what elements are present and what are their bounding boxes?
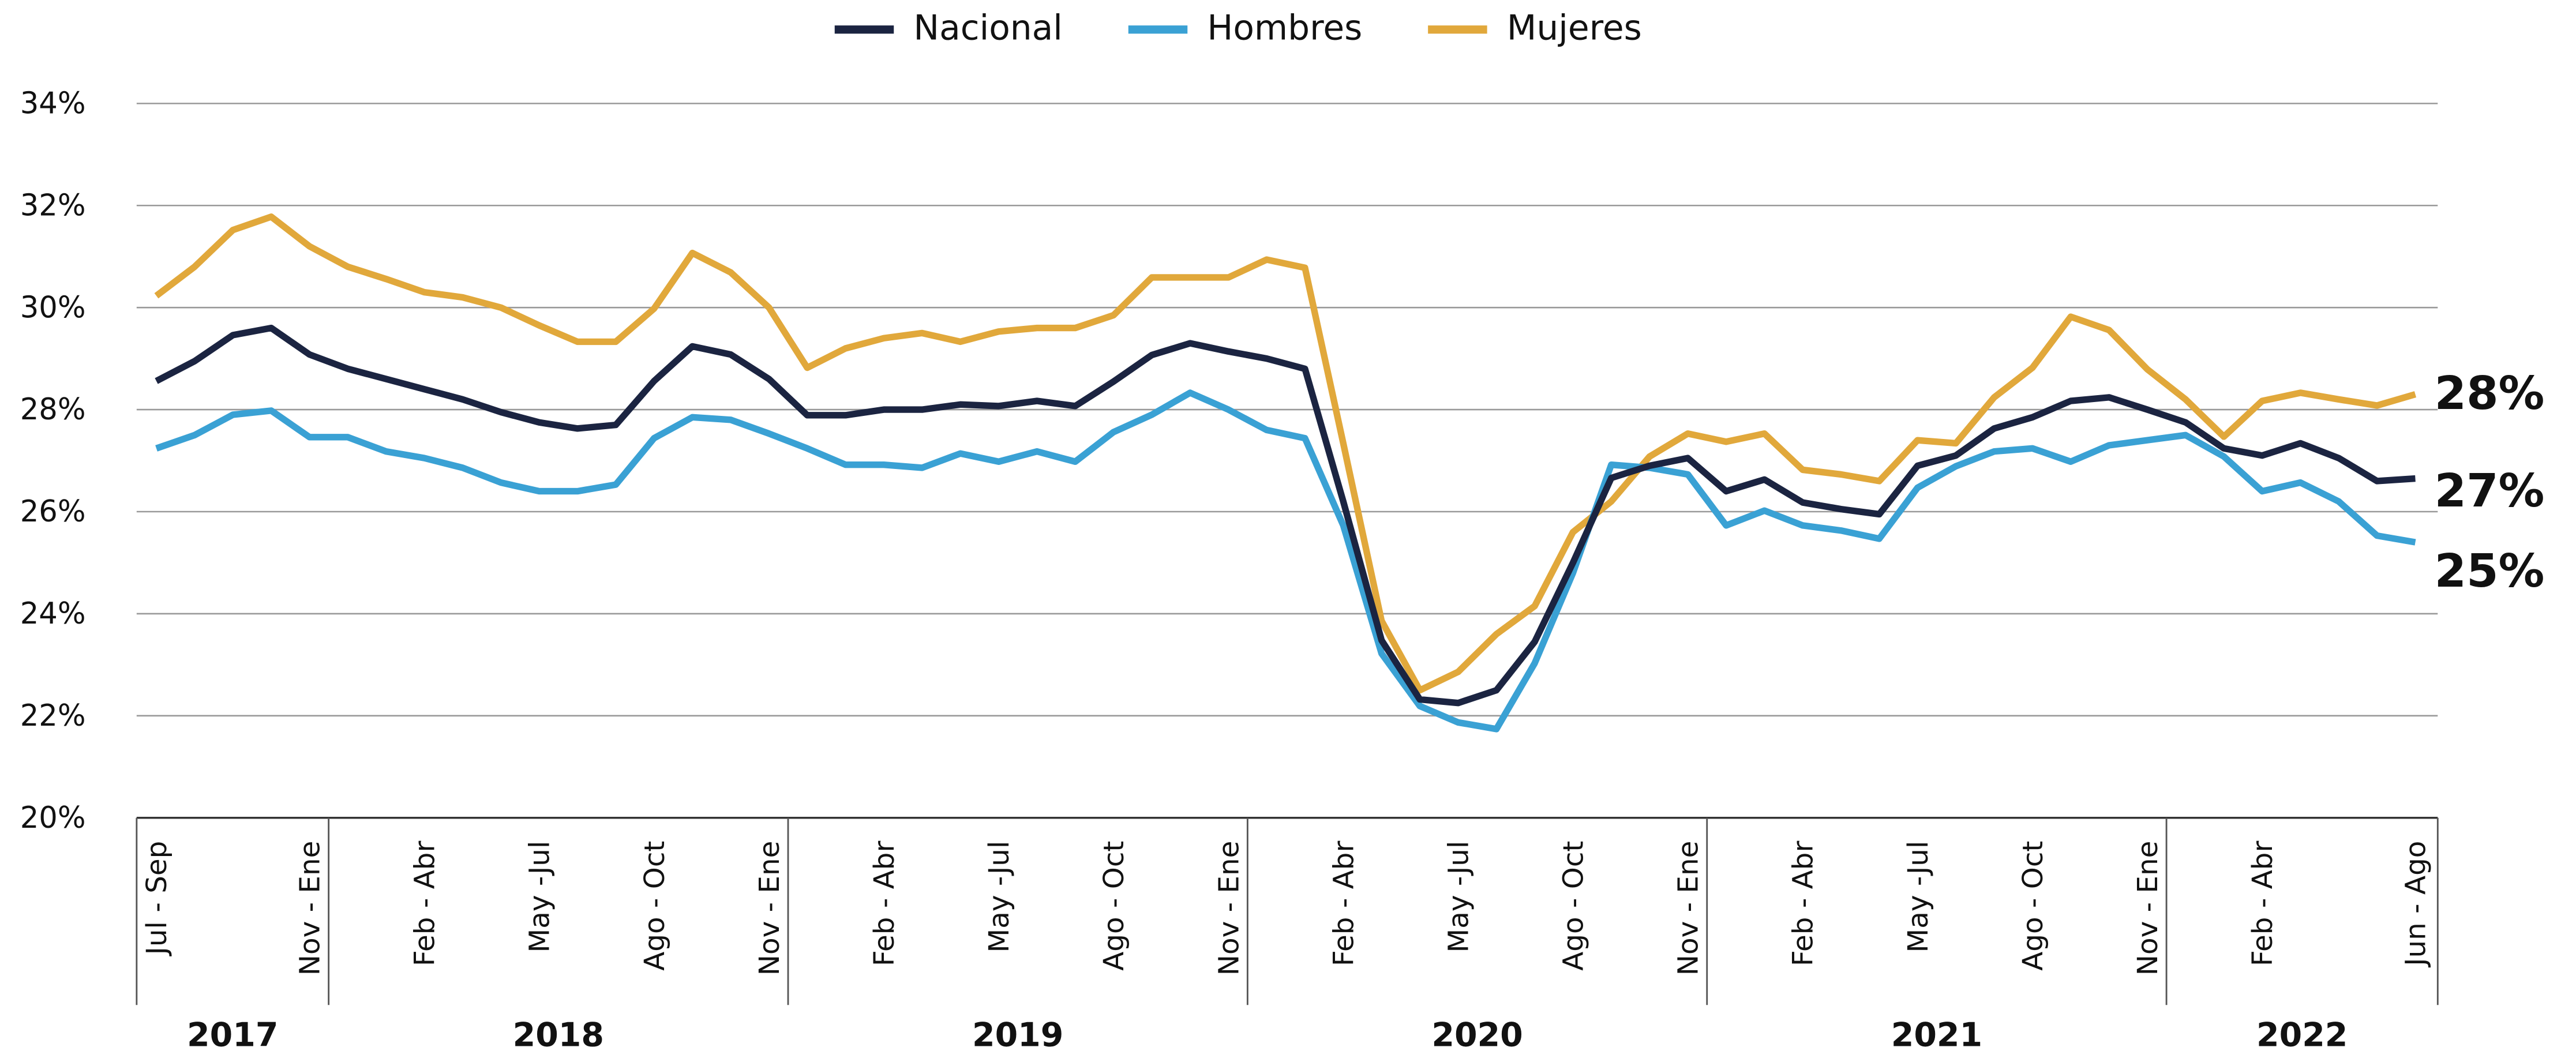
y-tick-label: 34%	[20, 86, 86, 121]
year-label: 2019	[972, 1016, 1063, 1051]
y-tick-label: 22%	[20, 699, 86, 733]
x-tick-label: May -Jul	[524, 841, 556, 953]
series-line	[154, 213, 2417, 694]
x-tick-label: Feb - Abr	[868, 840, 901, 966]
x-tick-label: Feb - Abr	[1328, 840, 1360, 966]
x-tick-label: May -Jul	[1902, 841, 1934, 953]
x-tick-label: Ago - Oct	[639, 841, 671, 971]
legend-label: Hombres	[1207, 8, 1362, 48]
year-label: 2022	[2256, 1016, 2348, 1051]
x-tick-label: Feb - Abr	[1787, 840, 1820, 966]
legend-label: Mujeres	[1507, 8, 1642, 48]
y-tick-label: 30%	[20, 290, 86, 325]
x-tick-label: Feb - Abr	[2247, 840, 2279, 966]
x-tick-label: Nov - Ene	[2132, 841, 2164, 976]
end-label: 28%	[2435, 366, 2545, 420]
x-tick-label: Ago - Oct	[2017, 841, 2049, 971]
x-tick-label: Ago - Oct	[1558, 841, 1590, 971]
x-tick-label: Jul - Sep	[141, 841, 173, 957]
year-label: 2021	[1891, 1016, 1982, 1051]
x-tick-label: Ago - Oct	[1098, 841, 1130, 971]
end-label: 25%	[2435, 544, 2545, 598]
y-tick-label: 24%	[20, 596, 86, 631]
x-tick-label: Nov - Ene	[1213, 841, 1245, 976]
y-tick-label: 20%	[20, 801, 86, 835]
year-label: 2018	[513, 1016, 604, 1051]
x-tick-label: Nov - Ene	[1673, 841, 1705, 976]
end-label: 27%	[2435, 464, 2545, 517]
series-line	[155, 324, 2416, 707]
x-tick-label: Feb - Abr	[409, 840, 441, 966]
year-label: 2020	[1431, 1016, 1523, 1051]
series-line	[155, 389, 2416, 733]
x-tick-label: Nov - Ene	[753, 841, 786, 976]
year-label: 2017	[187, 1016, 278, 1051]
y-tick-label: 32%	[20, 188, 86, 223]
y-tick-label: 28%	[20, 392, 86, 427]
x-tick-label: May -Jul	[983, 841, 1015, 953]
y-tick-label: 26%	[20, 494, 86, 529]
x-tick-label: May -Jul	[1442, 841, 1475, 953]
x-tick-label: Jun - Ago	[2400, 841, 2432, 968]
x-tick-label: Nov - Ene	[294, 841, 327, 976]
legend-label: Nacional	[913, 8, 1062, 48]
